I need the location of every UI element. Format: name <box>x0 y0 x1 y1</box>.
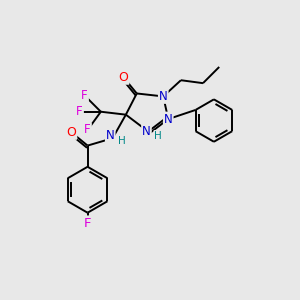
Text: F: F <box>84 124 91 136</box>
Text: N: N <box>142 125 151 138</box>
Text: H: H <box>154 131 162 141</box>
Text: N: N <box>164 112 172 126</box>
Text: O: O <box>66 126 76 139</box>
Text: N: N <box>106 129 115 142</box>
Text: O: O <box>118 71 128 84</box>
Text: F: F <box>76 105 83 118</box>
Text: F: F <box>84 217 91 230</box>
Text: N: N <box>159 90 168 103</box>
Text: F: F <box>81 89 88 102</box>
Text: H: H <box>118 136 126 146</box>
